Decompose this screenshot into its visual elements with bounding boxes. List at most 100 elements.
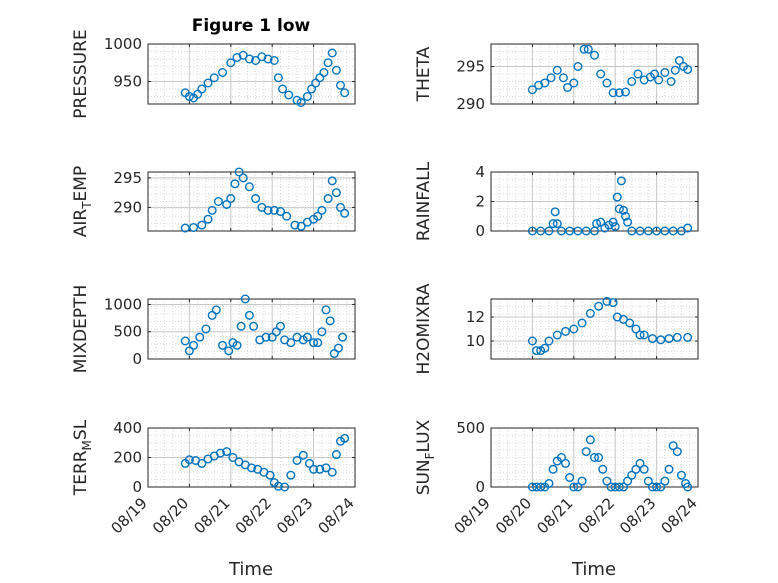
x-axis-label-left: Time — [228, 559, 273, 580]
y-axis-label: AIRTEMP — [71, 166, 94, 237]
y-axis-label: THETA — [414, 46, 434, 102]
data-point — [618, 205, 628, 215]
major-grid — [531, 428, 658, 487]
major-grid — [148, 44, 355, 104]
data-point — [197, 458, 207, 468]
data-point — [224, 346, 234, 356]
data-point — [323, 194, 333, 204]
data-point — [631, 324, 641, 334]
data-point — [647, 334, 657, 344]
data-point — [211, 305, 221, 315]
data-point — [569, 78, 579, 88]
x-axis-label-right: Time — [571, 559, 616, 580]
data-point — [627, 76, 637, 86]
data-point — [683, 64, 693, 74]
x-tick-label: 08/21 — [533, 494, 576, 537]
x-tick-label: 08/22 — [575, 494, 618, 537]
x-tick-label: 08/19 — [451, 494, 494, 537]
major-grid — [491, 44, 698, 104]
data-point — [583, 44, 593, 54]
minor-grid — [148, 299, 355, 359]
data-point — [203, 214, 213, 224]
data-point — [544, 336, 554, 346]
data-point — [585, 308, 595, 318]
data-point — [573, 62, 583, 72]
x-tick-label: 08/19 — [108, 494, 151, 537]
data-point — [565, 473, 575, 483]
data-point — [573, 482, 583, 492]
data-point — [627, 470, 637, 480]
data-point — [325, 316, 335, 326]
data-point — [336, 80, 346, 90]
data-point — [340, 433, 350, 443]
data-point — [269, 205, 279, 215]
data-point — [197, 84, 207, 94]
data-point — [544, 478, 554, 488]
data-point — [249, 321, 259, 331]
data-point — [643, 476, 653, 486]
data-point — [307, 84, 317, 94]
data-point — [614, 88, 624, 98]
data-point — [340, 88, 350, 98]
minor-grid — [148, 44, 355, 104]
y-tick-label: 290 — [456, 95, 485, 113]
data-point — [527, 85, 537, 95]
data-point — [275, 321, 285, 331]
y-tick-label: 950 — [113, 73, 142, 91]
data-point — [292, 455, 302, 465]
data-point — [251, 194, 261, 204]
data-point — [683, 223, 693, 233]
data-point — [594, 301, 604, 311]
data-point — [319, 67, 329, 77]
data-point — [265, 470, 275, 480]
data-point — [577, 476, 587, 486]
data-point — [184, 455, 194, 465]
data-point — [652, 482, 662, 492]
data-point — [660, 476, 670, 486]
data-point — [327, 48, 337, 58]
data-point — [558, 73, 568, 83]
data-point — [333, 343, 343, 353]
y-tick-label: 295 — [113, 169, 142, 187]
data-point — [592, 219, 602, 229]
data-point — [284, 90, 294, 100]
data-point — [244, 182, 254, 192]
data-point — [544, 226, 554, 236]
data-point — [222, 199, 232, 209]
data-point — [215, 448, 225, 458]
data-point — [602, 78, 612, 88]
data-point — [639, 330, 649, 340]
y-axis-label: TERRMSL — [71, 419, 94, 496]
data-point — [244, 310, 254, 320]
major-grid — [148, 172, 355, 231]
data-point — [201, 324, 211, 334]
minor-grid — [491, 172, 698, 231]
y-tick-label: 290 — [113, 198, 142, 216]
data-point — [189, 340, 199, 350]
y-tick-label: 0 — [475, 478, 485, 496]
subplot-theta: 290 295 THETA — [414, 43, 699, 113]
data-point — [222, 447, 232, 457]
y-tick-label: 400 — [113, 419, 142, 437]
data-point — [244, 54, 254, 64]
data-point — [614, 204, 624, 214]
data-point — [331, 450, 341, 460]
data-point — [666, 76, 676, 86]
data-point — [548, 464, 558, 474]
data-point — [275, 207, 285, 217]
data-point — [317, 327, 327, 337]
data-point — [269, 56, 279, 66]
data-point — [234, 167, 244, 177]
data-point — [273, 481, 283, 491]
y-tick-label: 295 — [456, 58, 485, 76]
data-point — [656, 335, 666, 345]
data-point — [209, 73, 219, 83]
data-point — [282, 211, 292, 221]
data-point — [650, 69, 660, 79]
data-point — [296, 97, 306, 107]
major-grid — [491, 299, 698, 359]
axes-frame — [490, 298, 699, 360]
data-point — [654, 75, 664, 85]
data-point — [602, 296, 612, 306]
